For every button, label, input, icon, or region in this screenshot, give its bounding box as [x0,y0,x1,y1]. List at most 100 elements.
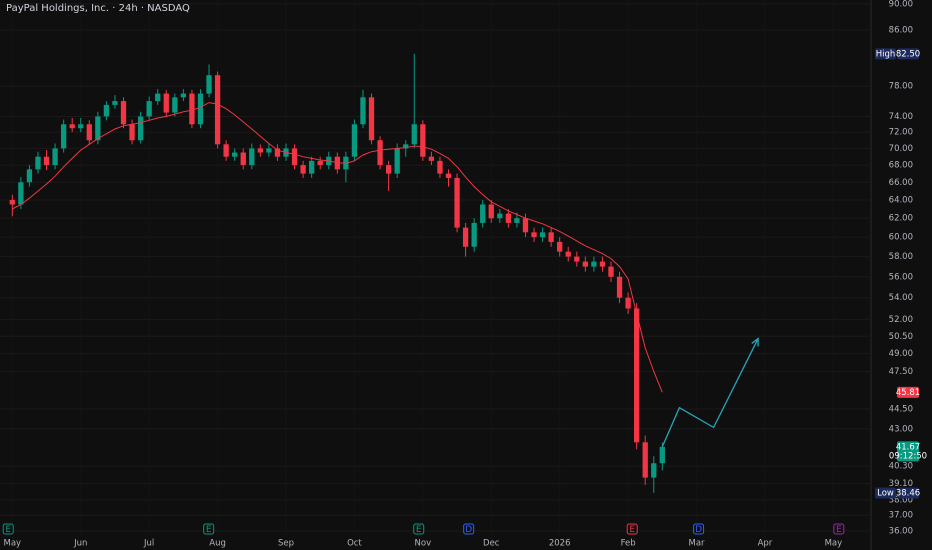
x-tick-label: May [825,539,843,549]
y-tick-label: 36.00 [889,526,913,536]
y-tick-label: 49.00 [889,349,913,359]
candle-body [18,182,24,205]
candle-body [394,148,400,174]
candle-body [240,152,246,166]
chart-title: PayPal Holdings, Inc. · 24h · NASDAQ [6,3,190,14]
candle-body [223,144,229,157]
candle-body [249,148,255,166]
price-badge-label: 38.46 [896,488,920,498]
y-tick-label: 52.00 [889,315,913,325]
candle-body [403,144,409,149]
candle-body [574,256,580,262]
candle-body [411,124,417,145]
y-tick-label: 39.10 [889,479,913,489]
candle-body [522,218,529,233]
candle-body [616,276,623,298]
event-marker [463,523,475,535]
candle-body [437,160,443,174]
candle-body [445,173,452,178]
price-badge-time: 09:12:50 [889,451,927,461]
y-tick-label: 78.00 [889,82,913,92]
event-label: E [416,525,422,535]
x-tick-label: Mar [689,539,706,549]
candle-body [69,124,75,129]
y-tick-label: 62.00 [889,214,913,224]
candle-body [95,116,101,141]
y-tick-label: 72.00 [889,128,913,138]
price-badge [897,487,919,499]
y-tick-label: 38.00 [889,495,913,505]
candle-body [146,101,152,117]
candle-body [659,446,665,464]
candle-body [385,165,392,174]
candle-body [642,442,648,478]
candle-body [539,232,546,238]
candle-body [103,104,110,117]
candle-body [428,156,435,161]
candle-body [112,101,118,105]
candle-body [206,75,212,94]
candle-body [86,124,92,141]
candle-body [155,93,161,102]
y-tick-label: 44.50 [889,405,913,415]
event-marker [413,523,425,535]
candle-body [291,148,298,166]
grid [0,3,871,532]
candle-body [317,160,323,166]
candle-body [129,124,135,141]
candle-body [52,148,58,166]
candle-body [462,227,469,247]
arrow-head [751,337,759,347]
candle-body [608,266,614,277]
y-tick-label: 56.00 [889,272,913,282]
candle-body [420,124,426,157]
badge-name-box [875,487,896,499]
event-label: D [695,525,702,535]
price-badge-label: 82.50 [896,49,920,59]
candle-body [591,261,597,267]
candle-body [351,124,358,157]
candle-body [43,156,50,166]
event-label: E [836,525,842,535]
moving-average [12,102,663,393]
x-tick-label: Aug [209,539,226,549]
candle-body [531,232,537,238]
y-tick-label: 66.00 [889,178,913,188]
candle-body [599,261,606,267]
price-badge-label: 45.81 [896,388,920,398]
candle-body [163,93,169,113]
candle-body [120,101,127,125]
y-tick-label: 86.00 [889,25,913,35]
candle-body [300,165,306,174]
y-tick-label: 43.00 [889,424,913,434]
candle-body [266,148,272,153]
price-badge [897,441,919,462]
candle-body [60,124,67,149]
y-tick-label: 64.00 [889,195,913,205]
x-tick-label: Jun [73,539,87,549]
candle-body [137,116,144,141]
price-badge [897,386,919,398]
candle-body [274,148,281,157]
y-tick-label: 37.00 [889,511,913,521]
candle-body [634,308,640,443]
event-marker [626,523,638,535]
x-tick-label: Nov [415,539,432,549]
candle-body [480,204,486,223]
candle-body [189,93,195,125]
candle-body [197,93,204,125]
event-marker [833,523,845,535]
x-tick-label: Oct [347,539,362,549]
x-tick-label: 2026 [549,539,571,549]
candle-body [514,218,520,223]
candle-body [360,97,366,125]
x-tick-label: Jul [143,539,154,549]
projection-line [661,338,759,448]
candle-body [9,199,15,205]
candle-body [180,93,187,98]
y-tick-label: 47.50 [889,367,913,377]
candle-body [471,222,477,247]
